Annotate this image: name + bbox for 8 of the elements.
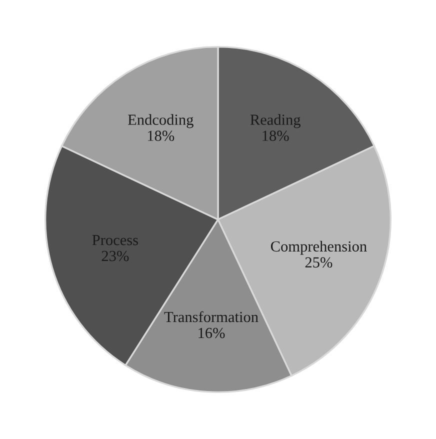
data-label: 18% [262, 130, 289, 141]
data-label: 16% [198, 328, 225, 338]
slice-label: Endcoding [128, 114, 194, 128]
slice-label: Transformation [164, 311, 258, 322]
slice-label: Comprehension [270, 240, 367, 255]
data-label: 18% [148, 130, 174, 141]
slice-label: Reading [250, 114, 301, 128]
data-label: 25% [305, 257, 332, 268]
